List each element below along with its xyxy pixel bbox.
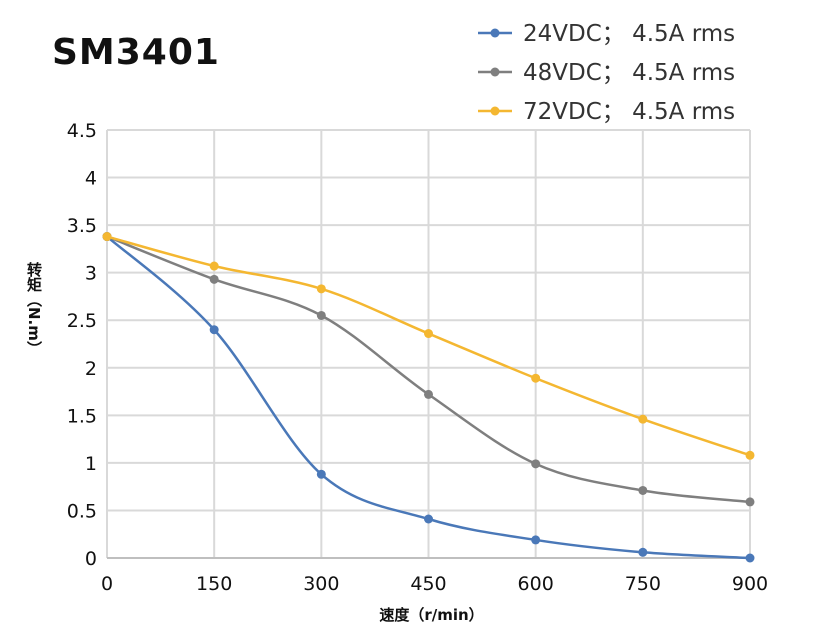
legend-marker (490, 67, 500, 77)
data-point (424, 329, 433, 339)
data-point (316, 284, 326, 294)
legend-label: 24VDC； 4.5A rms (523, 21, 735, 47)
legend-label: 48VDC； 4.5A rms (523, 60, 735, 86)
y-tick-label: 1 (85, 453, 97, 475)
y-axis-label: 转矩（N.m） (25, 262, 43, 356)
x-tick-label: 600 (518, 573, 554, 595)
x-tick-label: 450 (410, 573, 446, 595)
data-point (531, 373, 541, 383)
legend-label: 72VDC； 4.5A rms (523, 99, 735, 125)
x-tick-label: 750 (625, 573, 661, 595)
data-point (102, 232, 112, 242)
data-point (316, 310, 326, 320)
data-point (531, 535, 541, 545)
chart-title: SM3401 (52, 32, 220, 73)
y-tick-label: 0 (85, 548, 97, 570)
data-point (209, 261, 219, 271)
y-tick-label: 0.5 (67, 500, 97, 522)
data-point (424, 389, 433, 399)
data-point (316, 469, 326, 479)
data-point (209, 325, 219, 335)
y-tick-label: 4 (85, 168, 97, 190)
data-point (424, 514, 433, 524)
legend-marker (490, 28, 500, 38)
data-point (745, 497, 755, 507)
data-point (531, 459, 541, 469)
y-tick-label: 3 (85, 263, 97, 285)
y-tick-label: 2 (85, 358, 97, 380)
x-tick-label: 900 (732, 573, 768, 595)
data-point (745, 553, 755, 563)
x-tick-label: 150 (196, 573, 232, 595)
data-point (638, 485, 648, 495)
x-tick-label: 300 (303, 573, 339, 595)
x-tick-label: 0 (101, 573, 113, 595)
data-point (745, 450, 755, 460)
legend-marker (490, 106, 500, 116)
y-tick-label: 4.5 (67, 120, 97, 142)
y-tick-label: 3.5 (67, 215, 97, 237)
y-tick-label: 1.5 (67, 405, 97, 427)
data-point (638, 547, 648, 557)
y-tick-label: 2.5 (67, 310, 97, 332)
data-point (638, 414, 648, 424)
data-point (209, 274, 219, 284)
x-axis-label: 速度（r/min） (379, 606, 484, 624)
